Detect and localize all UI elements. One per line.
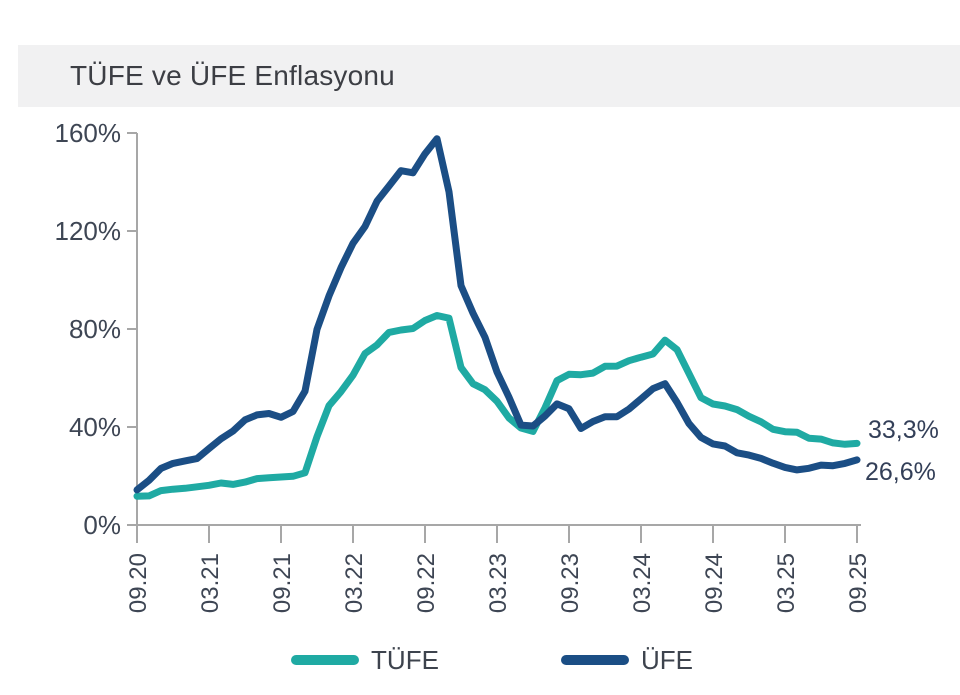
tufe-end-value-label: 33,3% — [868, 416, 939, 444]
x-tick-label: 03.25 — [773, 553, 800, 613]
ufe-legend-label: ÜFE — [640, 644, 693, 675]
page-title: TÜFE ve ÜFE Enflasyonu — [70, 60, 395, 91]
legend: TÜFE ÜFE — [0, 642, 960, 678]
ufe-line — [133, 135, 861, 494]
y-tick-label: 0% — [83, 510, 121, 540]
title-band: TÜFE ve ÜFE Enflasyonu — [18, 45, 960, 107]
x-tick-label: 09.25 — [845, 553, 872, 613]
y-tick-label: 120% — [55, 216, 122, 246]
ufe-end-value-label: 26,6% — [865, 458, 936, 486]
x-tick-label: 09.24 — [701, 553, 728, 613]
tufe-line — [133, 312, 861, 500]
y-tick-label: 160% — [55, 118, 122, 148]
tufe-line-swatch — [291, 655, 360, 665]
x-tick-label: 03.23 — [485, 553, 512, 613]
x-tick-label: 09.22 — [413, 553, 440, 613]
y-tick-label: 80% — [69, 314, 121, 344]
legend-item-ufe: ÜFE — [560, 644, 693, 676]
tufe-legend-label: TÜFE — [371, 644, 439, 675]
ufe-line-swatch — [560, 655, 629, 665]
legend-item-tufe: TÜFE — [291, 645, 439, 676]
x-tick-label: 09.20 — [125, 553, 152, 613]
x-tick-label: 03.22 — [341, 553, 368, 613]
x-tick-label: 09.21 — [269, 553, 296, 613]
x-tick-label: 09.23 — [557, 553, 584, 613]
x-tick-label: 03.21 — [197, 553, 224, 613]
x-tick-label: 03.24 — [629, 553, 656, 613]
y-tick-label: 40% — [69, 412, 121, 442]
